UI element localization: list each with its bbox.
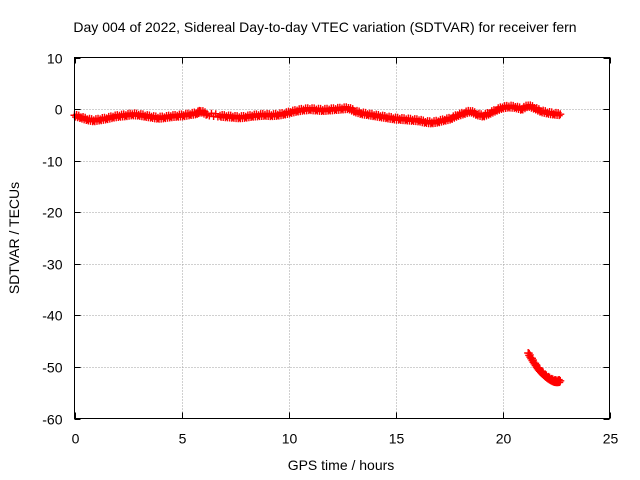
data-point <box>556 110 565 119</box>
y-tick-label: 10 <box>47 51 63 67</box>
chart-title: Day 004 of 2022, Sidereal Day-to-day VTE… <box>73 19 576 35</box>
data-points <box>70 101 565 387</box>
y-tick-label: 0 <box>55 102 63 118</box>
data-point <box>556 376 565 385</box>
x-tick-label: 15 <box>389 431 405 447</box>
tick-labels: 0 5 10 15 20 25 10 0 -10 -20 -30 -40 -50 -60 <box>42 51 618 447</box>
x-tick-label: 10 <box>282 431 298 447</box>
y-tick-label: -60 <box>42 412 62 428</box>
x-tick-label: 25 <box>603 431 619 447</box>
y-tick-label: -20 <box>42 205 62 221</box>
y-tick-label: -30 <box>42 257 62 273</box>
y-tick-label: -10 <box>42 154 62 170</box>
ticks <box>74 57 611 420</box>
y-tick-label: -40 <box>42 308 62 324</box>
data-point <box>555 112 563 120</box>
x-axis-label: GPS time / hours <box>288 457 395 473</box>
data-point <box>202 111 210 119</box>
x-tick-label: 5 <box>179 431 187 447</box>
y-axis-label: SDTVAR / TECUs <box>6 182 22 294</box>
plot-frame <box>74 57 610 419</box>
x-tick-label: 0 <box>72 431 80 447</box>
y-tick-label: -50 <box>42 360 62 376</box>
x-tick-label: 20 <box>496 431 512 447</box>
